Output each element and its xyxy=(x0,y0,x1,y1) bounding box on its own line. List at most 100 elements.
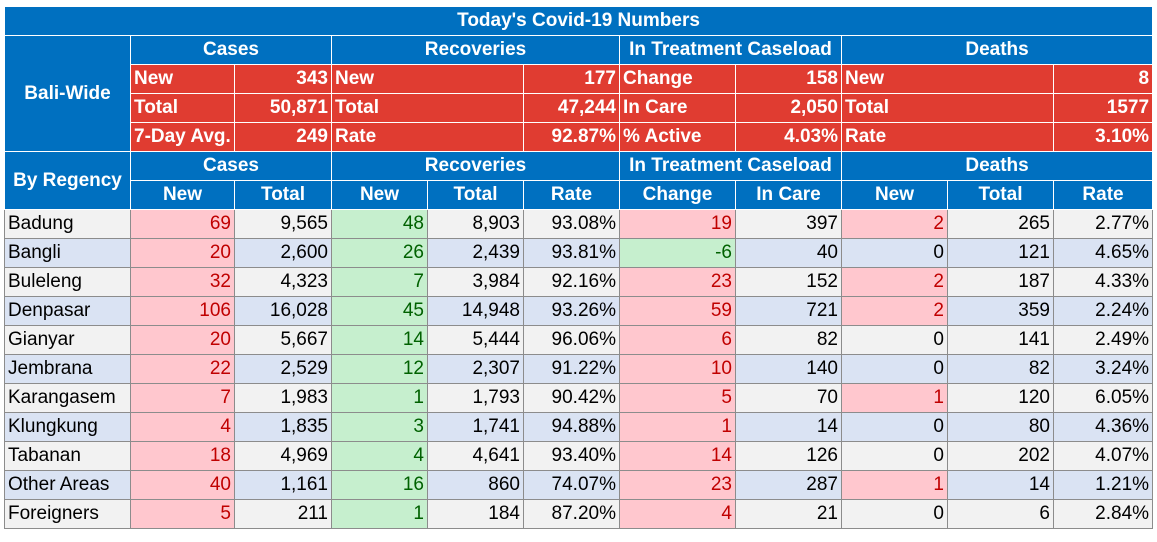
table-cell: 106 xyxy=(130,296,235,326)
summary-value: 177 xyxy=(523,64,620,94)
column-header: In Care xyxy=(735,180,842,210)
table-row: Tabanan 18 4,969 4 4,641 93.40% 14 126 0 202 4.07% xyxy=(4,441,1154,471)
table-cell: 20 xyxy=(130,325,235,355)
summary-section-header: Recoveries xyxy=(331,35,620,65)
table-cell: 93.81% xyxy=(523,238,620,268)
table-cell: 96.06% xyxy=(523,325,620,355)
table-cell: 14 xyxy=(331,325,428,355)
table-cell: 1 xyxy=(841,470,948,500)
table-cell: 16,028 xyxy=(234,296,332,326)
table-cell: 91.22% xyxy=(523,354,620,384)
table-cell: 1.21% xyxy=(1052,470,1154,500)
table-cell: 14,948 xyxy=(427,296,524,326)
table-cell: 2.77% xyxy=(1052,209,1154,239)
table-cell: 2.24% xyxy=(1052,296,1154,326)
column-header: New xyxy=(130,180,235,210)
table-cell: 16 xyxy=(331,470,428,500)
table-cell: 2 xyxy=(841,267,948,297)
regency-name: Jembrana xyxy=(4,354,131,384)
table-cell: 2 xyxy=(841,296,948,326)
table-cell: 87.20% xyxy=(523,499,620,529)
column-header: New xyxy=(841,180,948,210)
summary-value: 2,050 xyxy=(735,93,842,123)
table-cell: 0 xyxy=(841,441,948,471)
summary-label: % Active xyxy=(619,122,736,152)
table-cell: 4.65% xyxy=(1052,238,1154,268)
table-cell: 6 xyxy=(947,499,1054,529)
table-cell: 90.42% xyxy=(523,383,620,413)
table-cell: 359 xyxy=(947,296,1054,326)
summary-label: Total xyxy=(331,93,524,123)
table-cell: 4.07% xyxy=(1052,441,1154,471)
table-cell: 1 xyxy=(331,383,428,413)
column-header: Rate xyxy=(1052,180,1154,210)
table-row: Gianyar 20 5,667 14 5,444 96.06% 6 82 0 141 2.49% xyxy=(4,325,1154,355)
regency-section-header: Deaths xyxy=(840,151,1154,181)
table-cell: 6 xyxy=(619,325,736,355)
table-cell: 141 xyxy=(947,325,1054,355)
table-cell: 0 xyxy=(841,412,948,442)
bali-wide-summary: Bali-Wide Cases Recoveries In Treatment Cas… xyxy=(4,35,1154,152)
table-cell: 265 xyxy=(947,209,1054,239)
table-cell: 9,565 xyxy=(234,209,332,239)
table-cell: 93.08% xyxy=(523,209,620,239)
table-cell: 14 xyxy=(735,412,842,442)
table-cell: 6.05% xyxy=(1052,383,1154,413)
table-cell: 2.84% xyxy=(1052,499,1154,529)
summary-value: 8 xyxy=(1052,64,1154,94)
table-cell: 12 xyxy=(331,354,428,384)
table-cell: 152 xyxy=(735,267,842,297)
table-cell: 1,793 xyxy=(427,383,524,413)
summary-label: New xyxy=(130,64,235,94)
summary-section-header: Deaths xyxy=(840,35,1154,65)
table-cell: 0 xyxy=(841,238,948,268)
table-cell: -6 xyxy=(619,238,736,268)
table-cell: 0 xyxy=(841,354,948,384)
table-row: Badung 69 9,565 48 8,903 93.08% 19 397 2 265 2.77% xyxy=(4,209,1154,239)
summary-value: 92.87% xyxy=(523,122,620,152)
table-cell: 20 xyxy=(130,238,235,268)
table-cell: 32 xyxy=(130,267,235,297)
summary-label: Total xyxy=(130,93,235,123)
table-cell: 1 xyxy=(619,412,736,442)
table-cell: 5,667 xyxy=(234,325,332,355)
summary-section-header: Cases xyxy=(130,35,332,65)
regency-name: Gianyar xyxy=(4,325,131,355)
table-cell: 4 xyxy=(130,412,235,442)
covid-table: Today's Covid-19 Numbers Bali-Wide Cases R… xyxy=(3,6,1154,529)
table-cell: 126 xyxy=(735,441,842,471)
regency-section-header: In Treatment Caseload xyxy=(619,151,842,181)
table-cell: 121 xyxy=(947,238,1054,268)
table-cell: 0 xyxy=(841,325,948,355)
table-cell: 4 xyxy=(619,499,736,529)
table-cell: 1,835 xyxy=(234,412,332,442)
summary-value: 3.10% xyxy=(1052,122,1154,152)
regency-name: Other Areas xyxy=(4,470,131,500)
summary-value: 249 xyxy=(234,122,332,152)
table-cell: 3 xyxy=(331,412,428,442)
regency-name: Tabanan xyxy=(4,441,131,471)
summary-label: Total xyxy=(841,93,1054,123)
regency-section-header: Cases xyxy=(130,151,332,181)
regency-section-header: Recoveries xyxy=(331,151,620,181)
table-cell: 2,307 xyxy=(427,354,524,384)
table-cell: 2,439 xyxy=(427,238,524,268)
table-cell: 120 xyxy=(947,383,1054,413)
table-cell: 4.36% xyxy=(1052,412,1154,442)
summary-label: In Care xyxy=(619,93,736,123)
table-cell: 184 xyxy=(427,499,524,529)
table-row: Jembrana 22 2,529 12 2,307 91.22% 10 140 0 82 3.24… xyxy=(4,354,1154,384)
column-header: Total xyxy=(427,180,524,210)
table-cell: 1,983 xyxy=(234,383,332,413)
table-cell: 4.33% xyxy=(1052,267,1154,297)
regency-name: Bangli xyxy=(4,238,131,268)
regency-header: By Regency Cases Recoveries In Treatment Ca… xyxy=(4,151,1154,210)
table-cell: 7 xyxy=(130,383,235,413)
table-cell: 40 xyxy=(130,470,235,500)
table-cell: 3,984 xyxy=(427,267,524,297)
table-cell: 1 xyxy=(841,383,948,413)
table-cell: 18 xyxy=(130,441,235,471)
table-cell: 5 xyxy=(130,499,235,529)
table-cell: 2 xyxy=(841,209,948,239)
column-header: New xyxy=(331,180,428,210)
